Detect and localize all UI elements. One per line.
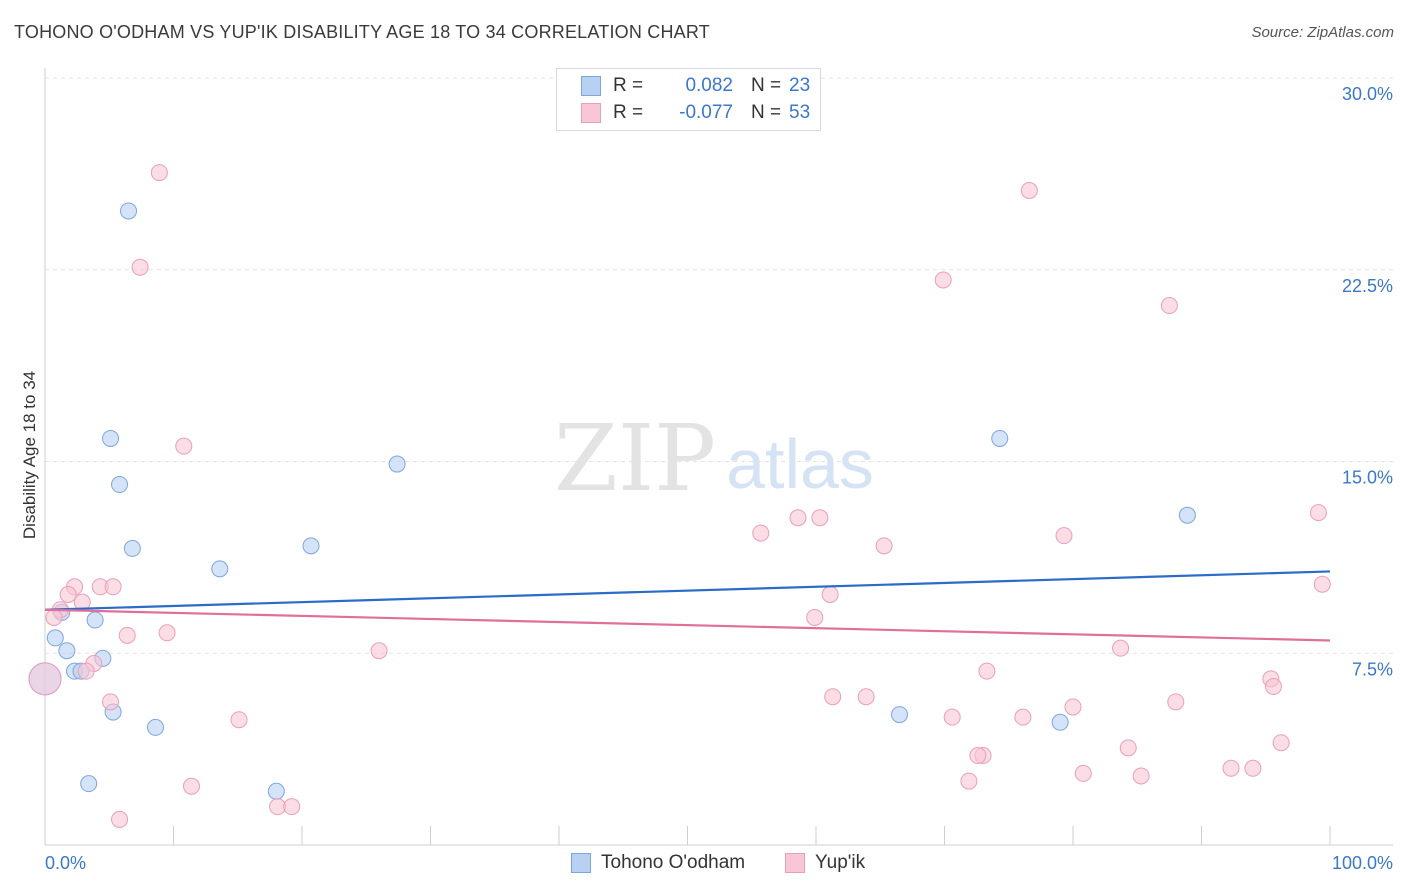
data-point xyxy=(120,202,138,220)
legend-swatch-yupik xyxy=(581,103,601,123)
data-point xyxy=(45,608,63,626)
data-point xyxy=(230,711,248,729)
data-point xyxy=(857,688,875,706)
x-tick-label-max: 100.0% xyxy=(1332,853,1393,873)
data-point xyxy=(1132,767,1150,785)
data-point xyxy=(1264,677,1282,695)
data-point xyxy=(978,662,996,680)
data-point xyxy=(1160,297,1178,315)
data-point xyxy=(943,708,961,726)
y-tick-label: 7.5% xyxy=(1352,659,1393,679)
data-point xyxy=(86,611,104,629)
bottom-legend-yupik: Yup'ik xyxy=(785,852,865,874)
data-point xyxy=(824,688,842,706)
y-tick-label: 30.0% xyxy=(1342,84,1393,104)
data-point xyxy=(302,537,320,555)
r-value: -0.077 xyxy=(679,102,733,123)
legend-row-yupik: R = -0.077 N = 53 xyxy=(581,100,810,126)
data-point xyxy=(969,747,987,765)
data-point xyxy=(1064,698,1082,716)
data-point xyxy=(1272,734,1290,752)
data-point xyxy=(1309,504,1327,522)
data-point xyxy=(77,662,95,680)
watermark-atlas: atlas xyxy=(726,425,874,503)
data-point xyxy=(46,629,64,647)
data-point xyxy=(1119,739,1137,757)
data-point xyxy=(1222,759,1240,777)
data-point xyxy=(158,624,176,642)
data-point xyxy=(58,642,76,660)
data-point xyxy=(1074,764,1092,782)
n-label: N = xyxy=(751,102,782,123)
bottom-legend-swatch-tohono xyxy=(571,853,591,873)
data-point xyxy=(102,693,120,711)
data-point xyxy=(821,585,839,603)
data-point xyxy=(1178,506,1196,524)
data-point xyxy=(175,437,193,455)
data-point xyxy=(875,537,893,555)
bottom-legend-tohono: Tohono O'odham xyxy=(571,852,745,874)
r-label: R = xyxy=(613,75,644,96)
stats-legend: R = 0.082 N = 23 R = -0.077 N = 53 xyxy=(556,68,821,131)
legend-row-tohono: R = 0.082 N = 23 xyxy=(581,73,810,99)
data-point xyxy=(104,578,122,596)
data-point xyxy=(211,560,229,578)
data-point xyxy=(147,718,165,736)
source-label: Source: ZipAtlas.com xyxy=(1251,24,1394,41)
data-point xyxy=(934,271,952,289)
data-point xyxy=(59,585,77,603)
n-label: N = xyxy=(751,75,782,96)
y-axis-label: Disability Age 18 to 34 xyxy=(20,371,39,539)
series-yupik xyxy=(28,164,1331,828)
data-point xyxy=(1055,527,1073,545)
trend-line-yupik xyxy=(44,608,1331,642)
data-point xyxy=(1313,575,1331,593)
watermark-zip: ZIP xyxy=(554,405,716,512)
data-point xyxy=(789,509,807,527)
data-point xyxy=(1244,759,1262,777)
data-point xyxy=(269,798,287,816)
data-point xyxy=(891,706,909,724)
data-point xyxy=(123,539,141,557)
chart-title: TOHONO O'ODHAM VS YUP'IK DISABILITY AGE … xyxy=(14,22,710,42)
r-value: 0.082 xyxy=(685,75,733,96)
n-value: 53 xyxy=(789,102,811,123)
data-point xyxy=(1020,181,1038,199)
trend-line-tohono xyxy=(44,570,1331,611)
data-point xyxy=(182,777,200,795)
data-point xyxy=(102,429,120,447)
data-point xyxy=(28,662,62,696)
data-point xyxy=(131,258,149,276)
data-point xyxy=(752,524,770,542)
data-point xyxy=(150,164,168,182)
data-point xyxy=(80,775,98,793)
y-tick-label: 15.0% xyxy=(1342,468,1393,488)
data-point xyxy=(111,810,129,828)
bottom-legend-label-tohono: Tohono O'odham xyxy=(601,852,746,873)
data-point xyxy=(370,642,388,660)
bottom-legend-label-yupik: Yup'ik xyxy=(815,852,866,873)
n-value: 23 xyxy=(789,75,811,96)
data-point xyxy=(1051,713,1069,731)
data-point xyxy=(960,772,978,790)
y-tick-label: 22.5% xyxy=(1342,276,1393,296)
data-point xyxy=(388,455,406,473)
r-label: R = xyxy=(613,102,644,123)
data-point xyxy=(283,798,301,816)
x-tick-label-min: 0.0% xyxy=(45,853,86,873)
data-point xyxy=(111,476,129,494)
data-point xyxy=(1167,693,1185,711)
data-point xyxy=(811,509,829,527)
data-point xyxy=(1112,639,1130,657)
data-point xyxy=(991,429,1009,447)
data-point xyxy=(118,626,136,644)
data-point xyxy=(806,608,824,626)
legend-swatch-tohono xyxy=(581,76,601,96)
bottom-legend-swatch-yupik xyxy=(785,853,805,873)
data-point xyxy=(267,782,285,800)
data-point xyxy=(1014,708,1032,726)
